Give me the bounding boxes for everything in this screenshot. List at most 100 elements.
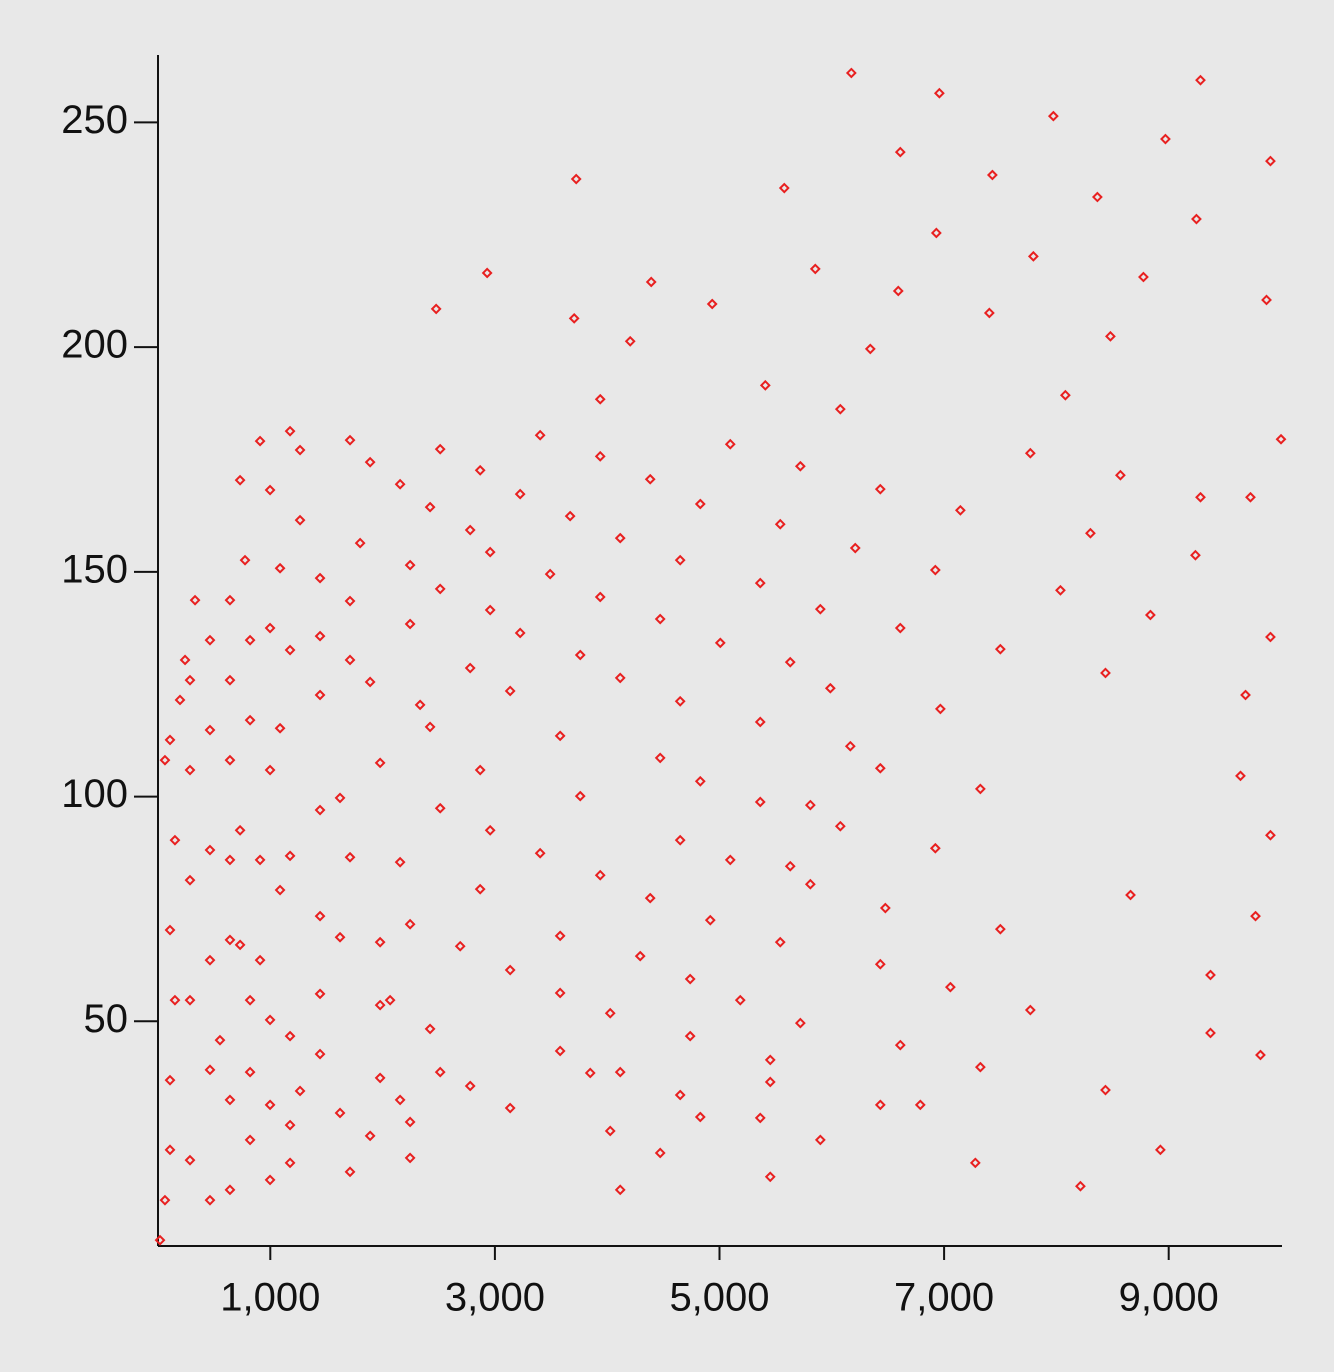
point (224, 594, 236, 606)
x-tick-label: 9,000 (1119, 1276, 1219, 1320)
point (484, 546, 496, 558)
point (244, 1134, 256, 1146)
point (204, 724, 216, 736)
point (184, 764, 196, 776)
point (764, 1076, 776, 1088)
point (374, 757, 386, 769)
point (474, 883, 486, 895)
point (244, 1066, 256, 1078)
point (934, 703, 946, 715)
point (845, 67, 857, 79)
point (264, 484, 276, 496)
point (969, 1157, 981, 1169)
point (314, 689, 326, 701)
point (159, 754, 171, 766)
point (554, 1045, 566, 1057)
point (239, 554, 251, 566)
point (1024, 447, 1036, 459)
point (834, 820, 846, 832)
point (1100, 667, 1111, 679)
point (614, 1184, 626, 1196)
point (834, 403, 846, 415)
point (1195, 74, 1206, 86)
point (1105, 330, 1116, 342)
point (706, 298, 718, 310)
point (554, 987, 566, 999)
point (929, 564, 941, 576)
point (570, 173, 582, 185)
point (704, 914, 716, 926)
point (1059, 389, 1071, 401)
point (344, 1166, 356, 1178)
x-tick-label: 7,000 (894, 1276, 994, 1320)
point (404, 618, 416, 630)
point (254, 435, 266, 447)
point (334, 931, 346, 943)
point (404, 559, 416, 571)
point (294, 444, 306, 456)
point (694, 1111, 706, 1123)
point (294, 1085, 306, 1097)
point (254, 854, 266, 866)
point (204, 634, 216, 646)
point (554, 930, 566, 942)
point (364, 676, 376, 688)
point (594, 869, 606, 881)
point (404, 918, 416, 930)
x-tick-label: 1,000 (220, 1276, 320, 1320)
point (184, 1154, 196, 1166)
point (594, 393, 606, 405)
point (774, 936, 786, 948)
point (894, 622, 906, 634)
point (184, 994, 196, 1006)
point (864, 343, 876, 355)
point (354, 537, 366, 549)
point (1261, 294, 1272, 306)
point (754, 1112, 766, 1124)
point (824, 682, 836, 694)
point (264, 1099, 276, 1111)
point (568, 312, 580, 324)
point (594, 450, 606, 462)
point (724, 854, 736, 866)
point (244, 994, 256, 1006)
point (284, 1119, 296, 1131)
point (574, 790, 586, 802)
point (334, 1107, 346, 1119)
point (879, 902, 891, 914)
point (424, 721, 436, 733)
point (814, 603, 826, 615)
point (204, 1064, 216, 1076)
point (929, 842, 941, 854)
point (534, 429, 546, 441)
point (1235, 770, 1246, 782)
point (254, 954, 266, 966)
point (1191, 213, 1202, 225)
point (189, 594, 201, 606)
point (374, 999, 386, 1011)
point (645, 276, 657, 288)
point (954, 504, 966, 516)
point (394, 478, 406, 490)
point (874, 1099, 886, 1111)
point (614, 1066, 626, 1078)
point (414, 699, 426, 711)
point (1275, 433, 1287, 445)
point (394, 1094, 406, 1106)
point (159, 1194, 171, 1206)
point (224, 854, 236, 866)
point (674, 695, 686, 707)
point (244, 634, 256, 646)
point (644, 892, 656, 904)
point (564, 510, 576, 522)
point (1114, 469, 1126, 481)
point (784, 860, 796, 872)
point (694, 498, 706, 510)
point (654, 752, 666, 764)
point (734, 994, 746, 1006)
point (384, 994, 396, 1006)
point (774, 518, 786, 530)
point (284, 644, 296, 656)
point (234, 939, 246, 951)
point (424, 501, 436, 513)
